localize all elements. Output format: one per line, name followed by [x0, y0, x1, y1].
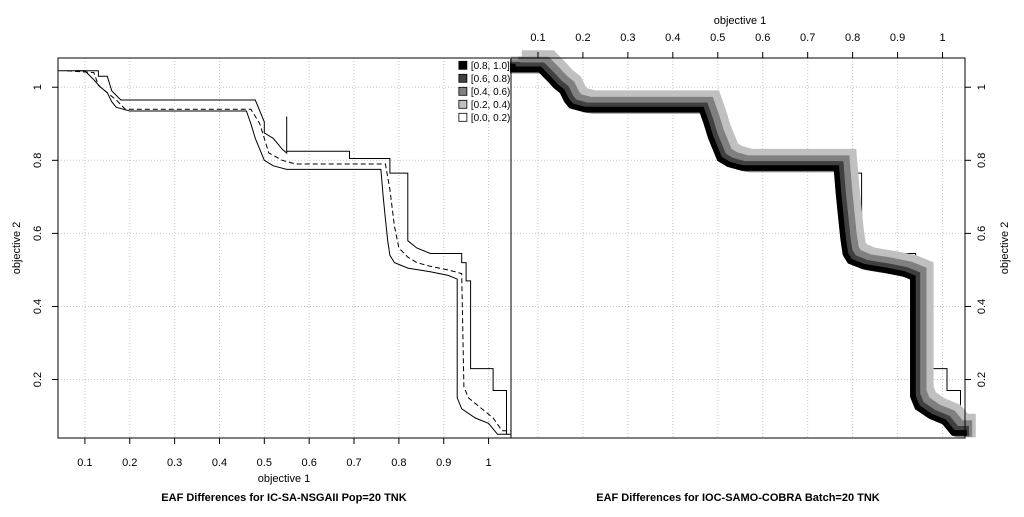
left-x-axis: 0.1 0.2 0.3 0.4 0.5 0.6 0.7 0.8 0.9 1 — [77, 438, 492, 469]
legend: [0.8, 1.0] [0.6, 0.8) [0.4, 0.6) [0.2, 0.4)… — [458, 60, 510, 124]
right-y-axis: 0.2 0.4 0.6 0.8 1 — [965, 84, 988, 387]
left-series-line-0 — [57, 65, 511, 435]
left-series-line-2 — [75, 70, 507, 435]
left-y-axis: 0.2 0.4 0.6 0.8 1 — [32, 84, 58, 387]
right-y-tick-label: 1 — [976, 84, 988, 90]
right-y-axis-label: objective 2 — [999, 222, 1011, 275]
left-y-tick-label: 0.2 — [32, 372, 44, 387]
right-x-axis: 0.1 0.2 0.3 0.4 0.5 0.6 0.7 0.8 0.9 1 — [530, 32, 946, 58]
legend-entry-label: [0.0, 0.2) — [471, 113, 510, 124]
right-x-tick-label: 0.9 — [890, 32, 905, 44]
left-x-tick-label: 0.8 — [391, 457, 406, 469]
right-plot-frame — [510, 57, 966, 439]
left-x-tick-label: 0.4 — [212, 457, 227, 469]
left-x-tick-label: 0.9 — [436, 457, 451, 469]
right-y-tick-label: 0.6 — [976, 226, 988, 241]
left-x-tick-label: 0.3 — [167, 457, 182, 469]
left-x-tick-label: 0.6 — [302, 457, 317, 469]
legend-swatch — [458, 99, 468, 109]
legend-entry-label: [0.4, 0.6) — [471, 87, 510, 98]
right-y-tick-label: 0.8 — [976, 153, 988, 168]
legend-entry-label: [0.2, 0.4) — [471, 100, 510, 111]
left-x-axis-label: objective 1 — [258, 473, 311, 485]
left-x-tick-label: 0.5 — [257, 457, 272, 469]
right-x-tick-label: 0.2 — [575, 32, 590, 44]
left-x-tick-label: 0.7 — [346, 457, 361, 469]
right-x-tick-label: 0.4 — [665, 32, 680, 44]
legend-swatch — [458, 86, 468, 96]
legend-entry-label: [0.6, 0.8) — [471, 74, 510, 85]
legend-swatch — [458, 60, 468, 70]
right-band-0 — [510, 63, 967, 436]
legend-entry-label: [0.8, 1.0] — [471, 61, 510, 72]
right-x-tick-label: 0.3 — [620, 32, 635, 44]
right-frontier-line — [510, 65, 965, 435]
left-x-tick-label: 0.2 — [122, 457, 137, 469]
right-y-tick-label: 0.4 — [976, 299, 988, 314]
right-bands-group — [509, 50, 976, 438]
legend-swatch — [458, 73, 468, 83]
right-y-tick-label: 0.2 — [976, 372, 988, 387]
left-chart-title: EAF Differences for IC-SA-NSGAII Pop=20 … — [161, 492, 406, 504]
left-y-axis-label: objective 2 — [11, 222, 23, 275]
left-y-tick-label: 0.8 — [32, 153, 44, 168]
left-y-tick-label: 0.4 — [32, 299, 44, 314]
left-series-group — [57, 65, 511, 435]
left-x-tick-label: 1 — [486, 457, 492, 469]
right-panel: 0.1 0.2 0.3 0.4 0.5 0.6 0.7 0.8 0.9 1 0.20.40.60.… — [509, 15, 1011, 504]
right-grid — [511, 58, 965, 438]
left-grid — [58, 58, 511, 438]
left-x-tick-label: 0.1 — [77, 457, 92, 469]
right-x-tick-label: 0.6 — [755, 32, 770, 44]
right-x-tick-label: 0.8 — [845, 32, 860, 44]
right-x-tick-label: 0.7 — [800, 32, 815, 44]
right-x-axis-label: objective 1 — [714, 15, 767, 27]
right-chart-title: EAF Differences for IOC-SAMO-COBRA Batch… — [596, 492, 880, 504]
right-x-tick-label: 0.1 — [530, 32, 545, 44]
legend-swatch — [458, 112, 468, 122]
left-y-tick-label: 1 — [32, 84, 44, 90]
left-panel: 0.1 0.2 0.3 0.4 0.5 0.6 0.7 0.8 0.9 1 0.20.40.60.… — [11, 57, 512, 504]
right-x-tick-label: 1 — [939, 32, 945, 44]
left-series-line-1 — [66, 70, 511, 432]
right-x-tick-label: 0.5 — [710, 32, 725, 44]
left-y-tick-label: 0.6 — [32, 226, 44, 241]
